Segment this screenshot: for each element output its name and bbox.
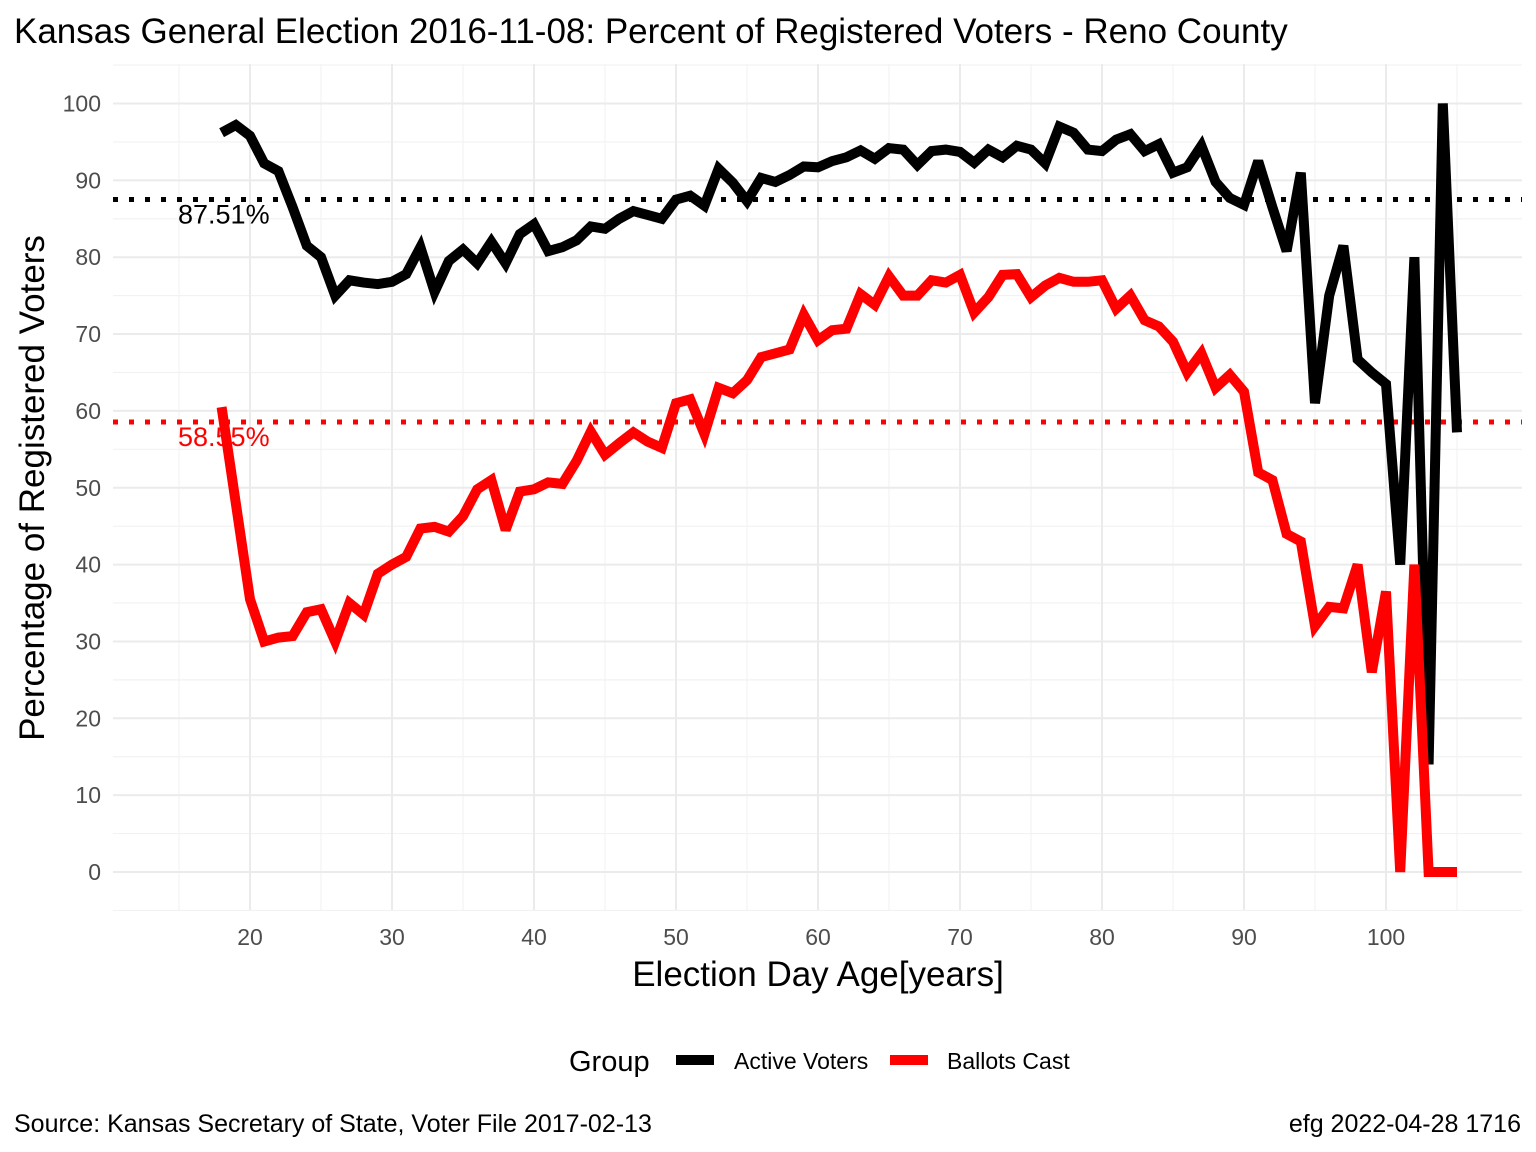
y-tick-label: 40 <box>75 552 101 578</box>
chart-title: Kansas General Election 2016-11-08: Perc… <box>14 12 1288 51</box>
legend: Group Active Voters Ballots Cast <box>569 1046 1070 1078</box>
x-tick-label: 80 <box>1089 924 1115 950</box>
x-axis-ticks: 20 30 40 50 60 70 80 90 100 <box>237 924 1405 950</box>
x-tick-label: 50 <box>663 924 689 950</box>
y-tick-label: 50 <box>75 475 101 501</box>
legend-title: Group <box>569 1046 650 1078</box>
series-line-active-voters <box>219 103 1462 765</box>
y-tick-label: 20 <box>75 705 101 731</box>
y-tick-label: 100 <box>63 91 101 117</box>
reference-label-0: 87.51% <box>178 199 270 229</box>
y-tick-label: 60 <box>75 398 101 424</box>
series-lines <box>216 103 1462 877</box>
caption-credit: efg 2022-04-28 1716 <box>1289 1110 1521 1138</box>
y-tick-label: 10 <box>75 782 101 808</box>
y-tick-label: 30 <box>75 628 101 654</box>
y-tick-label: 80 <box>75 244 101 270</box>
y-tick-label: 0 <box>88 859 101 885</box>
x-axis-label: Election Day Age[years] <box>632 955 1004 994</box>
x-tick-label: 60 <box>805 924 831 950</box>
x-tick-label: 70 <box>947 924 973 950</box>
reference-label-1: 58.55% <box>178 422 270 452</box>
caption-source: Source: Kansas Secretary of State, Voter… <box>14 1110 652 1138</box>
x-tick-label: 90 <box>1231 924 1257 950</box>
grid-major <box>113 64 1522 910</box>
x-tick-label: 100 <box>1367 924 1405 950</box>
reference-labels: 87.51% 58.55% <box>178 199 270 452</box>
legend-label-active-voters: Active Voters <box>734 1048 868 1074</box>
x-tick-label: 40 <box>521 924 547 950</box>
series-line-ballots-cast <box>216 266 1457 877</box>
x-tick-label: 30 <box>379 924 405 950</box>
reference-lines <box>113 196 1522 425</box>
y-tick-label: 70 <box>75 321 101 347</box>
legend-label-ballots-cast: Ballots Cast <box>947 1048 1070 1074</box>
x-tick-label: 20 <box>237 924 263 950</box>
y-tick-label: 90 <box>75 167 101 193</box>
y-axis-ticks: 0 10 20 30 40 50 60 70 80 90 100 <box>63 91 101 886</box>
y-axis-label: Percentage of Registered Voters <box>13 235 52 741</box>
